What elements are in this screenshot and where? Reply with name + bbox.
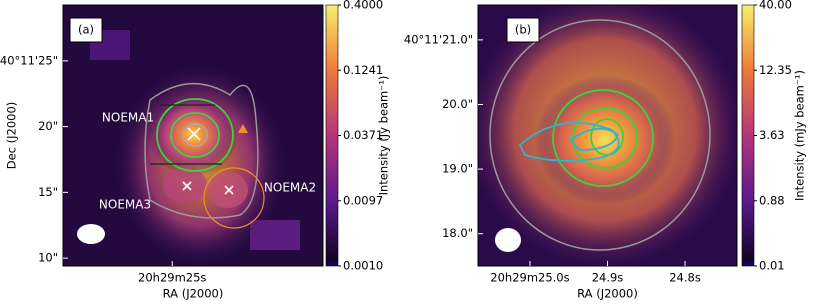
frame bbox=[62, 4, 324, 267]
colorbar-tick-label: 3.63 bbox=[759, 128, 785, 142]
colorbar-tick-label: 12.35 bbox=[759, 63, 792, 77]
annotation: NOEMA3 bbox=[99, 198, 151, 212]
colorbar-label: Intensity (mJy beam⁻¹) bbox=[793, 70, 807, 201]
panel-label: (b) bbox=[515, 23, 531, 37]
y-tick-label: 15" bbox=[38, 185, 58, 199]
x-tick-label: 24.9s bbox=[592, 271, 624, 285]
annotation: NOEMA2 bbox=[264, 181, 316, 195]
colorbar-tick-label: 40.00 bbox=[759, 0, 792, 12]
colorbar bbox=[325, 4, 339, 267]
y-tick-label: 40°11'21.0" bbox=[404, 32, 473, 46]
x-tick-label: 24.8s bbox=[669, 271, 701, 285]
image-a bbox=[63, 5, 323, 266]
colorbar-tick-label: 0.01 bbox=[759, 259, 785, 273]
y-axis-label: Dec (J2000) bbox=[5, 102, 19, 170]
panel-label: (a) bbox=[78, 23, 94, 37]
colorbar-tick-label: 0.0010 bbox=[343, 259, 383, 273]
y-tick-label: 40°11'25" bbox=[0, 53, 58, 67]
colorbar-label: Intensity (Jy beam⁻¹) bbox=[377, 76, 391, 196]
colorbar-tick-label: 0.0371 bbox=[343, 128, 383, 142]
colorbar-tick-label: 0.88 bbox=[759, 193, 785, 207]
colorbar-tick-label: 0.0097 bbox=[343, 193, 383, 207]
colorbar-tick-label: 0.1241 bbox=[343, 63, 383, 77]
x-axis-label: RA (J2000) bbox=[163, 287, 224, 301]
y-tick-label: 20" bbox=[38, 119, 58, 133]
annotation: NOEMA1 bbox=[102, 111, 154, 125]
x-axis-label: RA (J2000) bbox=[577, 287, 638, 301]
image-b bbox=[478, 5, 737, 266]
colorbar-tick-label: 0.4000 bbox=[343, 0, 383, 12]
y-tick-label: 19.0" bbox=[442, 162, 473, 176]
colorbar bbox=[741, 4, 755, 267]
x-tick-label: 20h29m25.0s bbox=[490, 271, 569, 285]
x-tick-label: 20h29m25s bbox=[138, 271, 206, 285]
y-tick-label: 20.0" bbox=[442, 97, 473, 111]
y-tick-label: 10" bbox=[38, 251, 58, 265]
y-tick-label: 18.0" bbox=[442, 226, 473, 240]
